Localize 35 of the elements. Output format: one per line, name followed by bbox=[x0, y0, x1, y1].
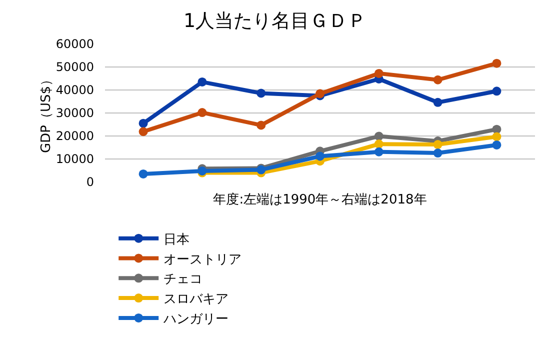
y-tick-label: 30000 bbox=[56, 106, 94, 120]
y-tick-label: 40000 bbox=[56, 83, 94, 98]
y-tick-label: 0 bbox=[86, 175, 94, 190]
legend-label: ハンガリー bbox=[162, 312, 229, 328]
point bbox=[492, 140, 502, 150]
chart-title: 1人当たり名目ＧＤＰ bbox=[183, 10, 367, 32]
legend-label: チェコ bbox=[164, 272, 203, 288]
point bbox=[138, 118, 148, 128]
point bbox=[492, 86, 502, 96]
point bbox=[492, 132, 502, 142]
point bbox=[256, 120, 266, 130]
point bbox=[433, 98, 442, 107]
point bbox=[374, 132, 384, 141]
legend-label: オーストリア bbox=[164, 252, 242, 268]
y-tick-label: 60000 bbox=[56, 37, 94, 52]
point bbox=[492, 58, 502, 68]
point bbox=[256, 88, 266, 98]
point bbox=[374, 147, 384, 156]
point bbox=[138, 169, 148, 178]
point bbox=[374, 68, 384, 78]
x-axis-title: 年度:左端は1990年～右端は2018年 bbox=[213, 192, 427, 208]
point bbox=[198, 77, 207, 86]
point bbox=[433, 75, 442, 84]
point bbox=[316, 152, 324, 161]
legend-label: 日本 bbox=[164, 232, 190, 248]
point bbox=[374, 140, 384, 149]
y-tick-label: 50000 bbox=[56, 60, 94, 74]
point bbox=[433, 140, 442, 150]
point bbox=[198, 108, 207, 118]
legend-label: スロバキア bbox=[164, 292, 229, 308]
y-tick-label: 20000 bbox=[56, 129, 94, 144]
y-tick-label: 10000 bbox=[56, 152, 94, 166]
point bbox=[138, 127, 148, 136]
point bbox=[433, 148, 442, 158]
y-axis-title: GDP（US$） bbox=[38, 73, 54, 153]
